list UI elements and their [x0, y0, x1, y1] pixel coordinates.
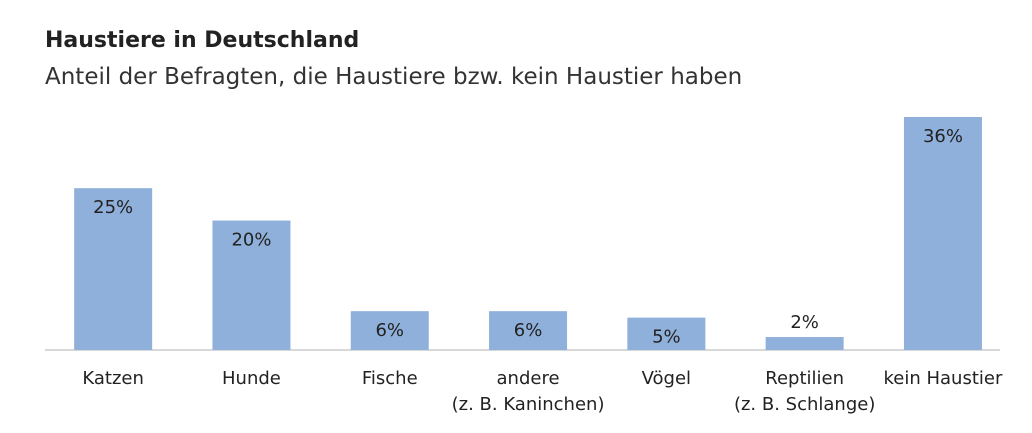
value-label: 6% [514, 320, 543, 341]
value-label: 2% [790, 312, 819, 333]
bar [904, 117, 982, 350]
value-label: 20% [231, 230, 271, 251]
value-label: 5% [652, 327, 681, 348]
value-label: 6% [375, 320, 404, 341]
value-label: 25% [93, 197, 133, 218]
chart-subtitle: Anteil der Befragten, die Haustiere bzw.… [45, 64, 742, 90]
value-label: 36% [923, 126, 963, 147]
chart: 25% 20% 6% 6% 5% 2% 36% Haustiere in Deutschla… [0, 0, 1032, 433]
bar [766, 337, 844, 350]
x-tick-label: kein Haustier [858, 366, 1028, 392]
chart-title: Haustiere in Deutschland [45, 28, 359, 53]
